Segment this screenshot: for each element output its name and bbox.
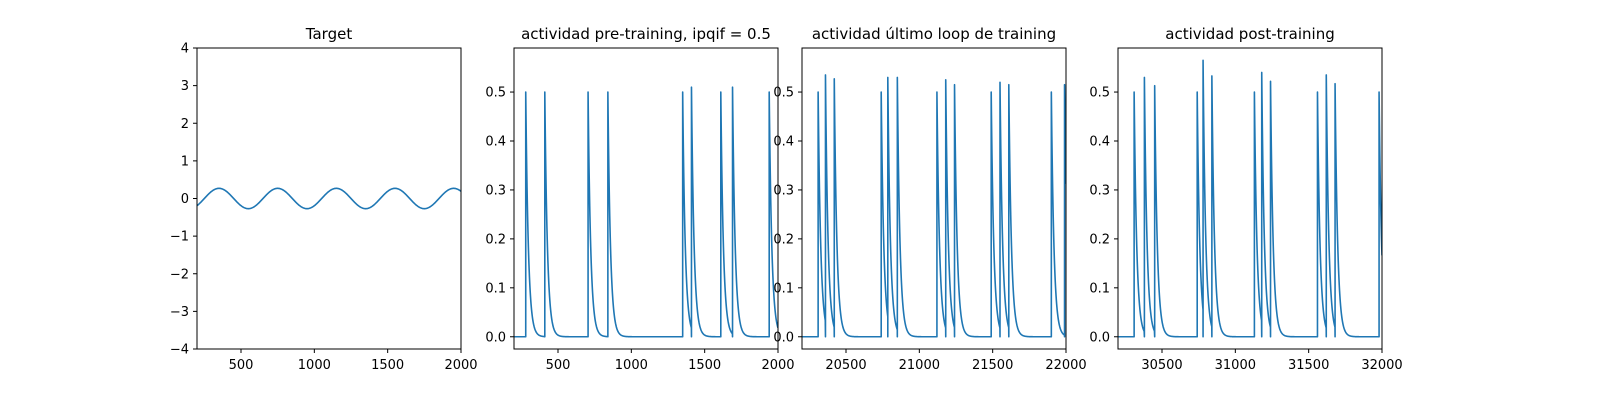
subplot-title: Target — [305, 25, 353, 43]
x-tick-label: 22000 — [1045, 358, 1086, 373]
subplot-1: Target 500 1000 1500 2000 4 3 2 1 0 −1 −2 −3 −4 — [170, 25, 478, 373]
y-tick-label: 0.5 — [1089, 86, 1110, 101]
axes-frame — [1117, 47, 1383, 350]
y-tick-label: 0.1 — [1089, 281, 1110, 296]
x-tick-label: 1000 — [298, 358, 331, 373]
y-tick-label: 0.5 — [773, 86, 794, 101]
y-tick-label: 0.4 — [485, 134, 506, 149]
x-tick-label: 21000 — [899, 358, 940, 373]
y-tick-label: 0.3 — [485, 183, 506, 198]
y-tick-label: 2 — [181, 117, 189, 132]
axes-frame — [513, 47, 779, 350]
x-tick-label: 1500 — [688, 358, 721, 373]
x-tick-label: 500 — [546, 358, 571, 373]
series-line-1 — [514, 86, 778, 338]
subplot-4: actividad post-training 30500 31000 31500 32… — [1089, 25, 1402, 373]
y-tick-label: 0.4 — [773, 134, 794, 149]
y-tick-label: 0.0 — [485, 330, 506, 345]
x-tick-label: 32000 — [1361, 358, 1402, 373]
series-line-1 — [1118, 59, 1382, 338]
y-tick-label: 0.3 — [1089, 183, 1110, 198]
y-tick-label: −4 — [170, 343, 189, 358]
subplot-2: actividad pre-training, ipqif = 0.5 500 10… — [485, 25, 794, 373]
y-tick-label: 0.1 — [485, 281, 506, 296]
x-tick-label: 1000 — [615, 358, 648, 373]
x-tick-label: 500 — [229, 358, 254, 373]
y-tick-label: 0 — [181, 192, 189, 207]
y-tick-label: 0.2 — [485, 232, 506, 247]
y-tick-label: 0.2 — [773, 232, 794, 247]
y-tick-label: 0.4 — [1089, 134, 1110, 149]
y-tick-label: −2 — [170, 267, 189, 282]
x-tick-label: 30500 — [1141, 358, 1182, 373]
y-tick-label: 1 — [181, 154, 189, 169]
y-tick-label: 0.0 — [773, 330, 794, 345]
x-tick-label: 2000 — [444, 358, 477, 373]
subplot-title: actividad último loop de training — [812, 25, 1056, 43]
x-tick-label: 20500 — [825, 358, 866, 373]
x-tick-label: 21500 — [972, 358, 1013, 373]
x-tick-label: 31500 — [1288, 358, 1329, 373]
y-tick-label: 0.5 — [485, 86, 506, 101]
series-line-1 — [802, 74, 1066, 338]
y-tick-label: 0.1 — [773, 281, 794, 296]
y-tick-label: 0.0 — [1089, 330, 1110, 345]
x-tick-label: 31000 — [1215, 358, 1256, 373]
axes-frame — [196, 47, 462, 350]
subplot-title: actividad post-training — [1165, 25, 1334, 43]
axes-frame — [801, 47, 1067, 350]
y-tick-label: 0.2 — [1089, 232, 1110, 247]
y-tick-label: −1 — [170, 230, 189, 245]
subplot-3: actividad último loop de training 20500 21… — [773, 25, 1086, 373]
y-tick-label: 0.3 — [773, 183, 794, 198]
y-tick-label: 4 — [181, 42, 189, 57]
y-tick-label: 3 — [181, 79, 189, 94]
subplot-title: actividad pre-training, ipqif = 0.5 — [521, 25, 771, 43]
y-tick-label: −3 — [170, 305, 189, 320]
series-line-1 — [197, 187, 461, 210]
x-tick-label: 1500 — [371, 358, 404, 373]
x-tick-label: 2000 — [761, 358, 794, 373]
